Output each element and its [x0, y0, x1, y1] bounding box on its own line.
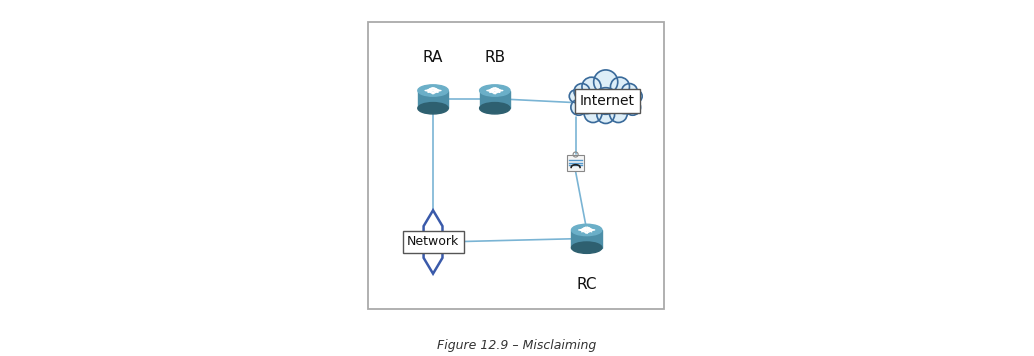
Circle shape — [609, 105, 628, 122]
Circle shape — [584, 105, 602, 122]
Circle shape — [613, 91, 636, 114]
Circle shape — [571, 99, 586, 115]
Ellipse shape — [572, 224, 602, 236]
Circle shape — [594, 70, 617, 94]
Polygon shape — [418, 90, 449, 108]
Circle shape — [574, 84, 589, 99]
Text: RC: RC — [576, 277, 597, 292]
FancyBboxPatch shape — [567, 155, 584, 171]
FancyBboxPatch shape — [368, 22, 664, 309]
Text: Figure 12.9 – Misclaiming: Figure 12.9 – Misclaiming — [437, 339, 597, 352]
Ellipse shape — [418, 103, 449, 114]
Circle shape — [592, 88, 619, 114]
Polygon shape — [480, 90, 510, 108]
Text: RB: RB — [484, 49, 506, 64]
Text: Network: Network — [407, 235, 459, 248]
Ellipse shape — [572, 242, 602, 253]
Ellipse shape — [480, 103, 510, 114]
Circle shape — [621, 84, 637, 99]
Text: Internet: Internet — [580, 94, 635, 108]
Polygon shape — [572, 230, 602, 248]
Circle shape — [570, 90, 582, 103]
Circle shape — [582, 77, 601, 96]
Circle shape — [576, 91, 598, 114]
Circle shape — [625, 99, 641, 115]
Ellipse shape — [480, 85, 510, 96]
Text: RA: RA — [423, 49, 444, 64]
Circle shape — [597, 106, 614, 124]
Ellipse shape — [418, 85, 449, 96]
Circle shape — [610, 77, 630, 96]
Circle shape — [630, 90, 642, 103]
